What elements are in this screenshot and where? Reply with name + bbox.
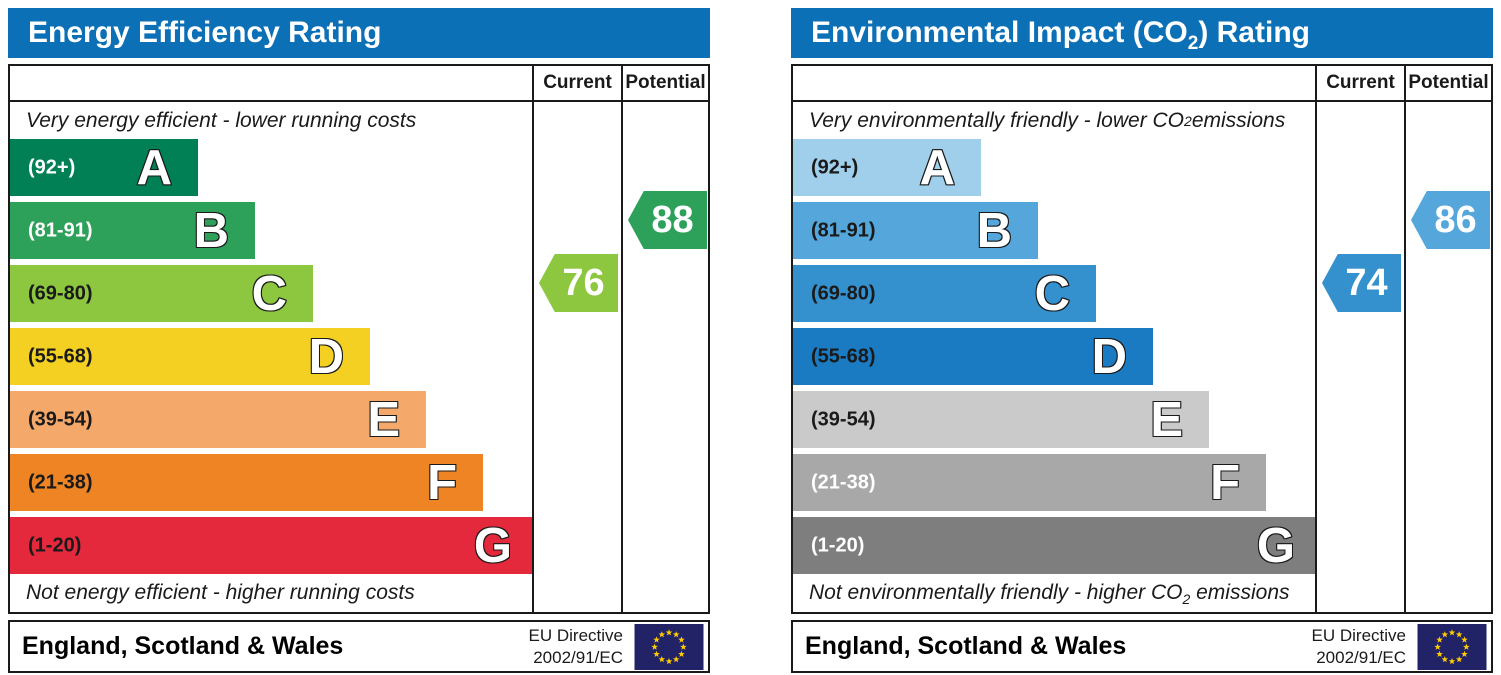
potential-column: 88 — [621, 102, 708, 612]
band-b: (81-91) B — [793, 202, 1038, 259]
eu-directive-label: EU Directive 2002/91/EC — [529, 625, 623, 668]
top-caption-post: emissions — [1191, 108, 1286, 132]
potential-rating-arrow: 88 — [628, 191, 707, 249]
band-c: (69-80) C — [10, 265, 313, 322]
band-letter: D — [1091, 329, 1128, 385]
potential-rating-value: 88 — [651, 198, 694, 241]
region-label: England, Scotland & Wales — [22, 632, 344, 660]
current-column-header: Current — [532, 66, 621, 102]
panel-title-sub: 2 — [1187, 33, 1199, 54]
current-column: 74 — [1315, 102, 1404, 612]
top-caption-sub: 2 — [1184, 112, 1192, 129]
band-letter: C — [1034, 266, 1071, 322]
band-range-label: (55-68) — [28, 345, 93, 367]
band-f: (21-38) F — [793, 454, 1266, 511]
band-range-label: (92+) — [28, 156, 76, 178]
potential-column: 86 — [1404, 102, 1491, 612]
bottom-caption-text: Not environmentally friendly - higher CO — [809, 580, 1183, 604]
eu-flag-icon — [1417, 623, 1487, 670]
band-range-label: (21-38) — [28, 471, 93, 493]
top-caption: Very environmentally friendly - lower CO… — [793, 102, 1315, 139]
footer: England, Scotland & Wales EU Directive 2… — [791, 620, 1493, 673]
band-letter: B — [193, 203, 230, 259]
band-range-label: (39-54) — [28, 408, 93, 430]
table-head-spacer — [793, 66, 1315, 102]
eu-directive-line2: 2002/91/EC — [533, 647, 623, 667]
band-d: (55-68) D — [10, 328, 370, 385]
current-rating-arrow: 74 — [1322, 254, 1401, 312]
band-range-label: (81-91) — [28, 219, 93, 241]
current-rating-arrow: 76 — [539, 254, 618, 312]
potential-column-header: Potential — [1404, 66, 1491, 102]
band-letter: D — [308, 329, 345, 385]
band-a: (92+) A — [10, 139, 198, 196]
band-range-label: (69-80) — [28, 282, 93, 304]
band-letter: G — [1256, 518, 1296, 574]
band-range-label: (1-20) — [28, 534, 82, 556]
band-scale: Very energy efficient - lower running co… — [10, 102, 532, 612]
top-caption-text: Very energy efficient - lower running co… — [26, 108, 417, 132]
table-head-spacer — [10, 66, 532, 102]
band-letter: F — [1209, 455, 1241, 511]
band-e: (39-54) E — [793, 391, 1209, 448]
band-range-label: (55-68) — [811, 345, 876, 367]
band-range-label: (81-91) — [811, 219, 876, 241]
current-rating-value: 74 — [1345, 261, 1388, 304]
eu-directive-line1: EU Directive — [528, 626, 623, 646]
current-rating-value: 76 — [562, 261, 605, 304]
band-range-label: (39-54) — [811, 408, 876, 430]
band-letter: F — [426, 455, 458, 511]
band-letter: G — [473, 518, 513, 574]
environmental-impact-panel: Environmental Impact (CO2) Rating Curren… — [783, 0, 1501, 675]
band-range-label: (1-20) — [811, 534, 865, 556]
band-letter: C — [251, 266, 288, 322]
band-letter: B — [976, 203, 1013, 259]
eu-directive-line1: EU Directive — [1311, 626, 1406, 646]
band-range-label: (92+) — [811, 156, 859, 178]
bottom-caption: Not environmentally friendly - higher CO… — [793, 581, 1290, 607]
potential-rating-arrow: 86 — [1411, 191, 1490, 249]
band-range-label: (21-38) — [811, 471, 876, 493]
bottom-caption-sub: 2 — [1182, 591, 1191, 607]
potential-rating-value: 86 — [1434, 198, 1477, 241]
band-e: (39-54) E — [10, 391, 426, 448]
panel-title-text: Environmental Impact (CO — [811, 16, 1188, 49]
energy-efficiency-panel: Energy Efficiency Rating Current Potenti… — [0, 0, 718, 675]
panel-title-text: Energy Efficiency Rating — [28, 16, 382, 49]
top-caption: Very energy efficient - lower running co… — [10, 102, 532, 139]
region-label: England, Scotland & Wales — [805, 632, 1127, 660]
current-column-header: Current — [1315, 66, 1404, 102]
bottom-caption-text: Not energy efficient - higher running co… — [26, 580, 415, 604]
panel-title: Environmental Impact (CO2) Rating — [791, 8, 1493, 58]
band-letter: E — [366, 392, 401, 448]
band-letter: E — [1149, 392, 1184, 448]
band-letter: A — [136, 140, 173, 196]
bottom-caption: Not energy efficient - higher running co… — [10, 581, 415, 607]
footer: England, Scotland & Wales EU Directive 2… — [8, 620, 710, 673]
band-g: (1-20) G — [10, 517, 532, 574]
band-a: (92+) A — [793, 139, 981, 196]
eu-directive-line2: 2002/91/EC — [1316, 647, 1406, 667]
eu-directive-label: EU Directive 2002/91/EC — [1312, 625, 1406, 668]
band-b: (81-91) B — [10, 202, 255, 259]
band-g: (1-20) G — [793, 517, 1315, 574]
band-scale: Very environmentally friendly - lower CO… — [793, 102, 1315, 612]
band-range-label: (69-80) — [811, 282, 876, 304]
panel-title-post: ) Rating — [1198, 16, 1310, 49]
band-d: (55-68) D — [793, 328, 1153, 385]
current-column: 76 — [532, 102, 621, 612]
potential-column-header: Potential — [621, 66, 708, 102]
rating-table: Current Potential Very energy efficient … — [8, 64, 710, 614]
panel-title: Energy Efficiency Rating — [8, 8, 710, 58]
band-c: (69-80) C — [793, 265, 1096, 322]
bottom-caption-post: emissions — [1190, 580, 1290, 604]
eu-flag-icon — [634, 623, 704, 670]
band-f: (21-38) F — [10, 454, 483, 511]
rating-table: Current Potential Very environmentally f… — [791, 64, 1493, 614]
top-caption-text: Very environmentally friendly - lower CO — [809, 108, 1185, 132]
band-letter: A — [919, 140, 956, 196]
